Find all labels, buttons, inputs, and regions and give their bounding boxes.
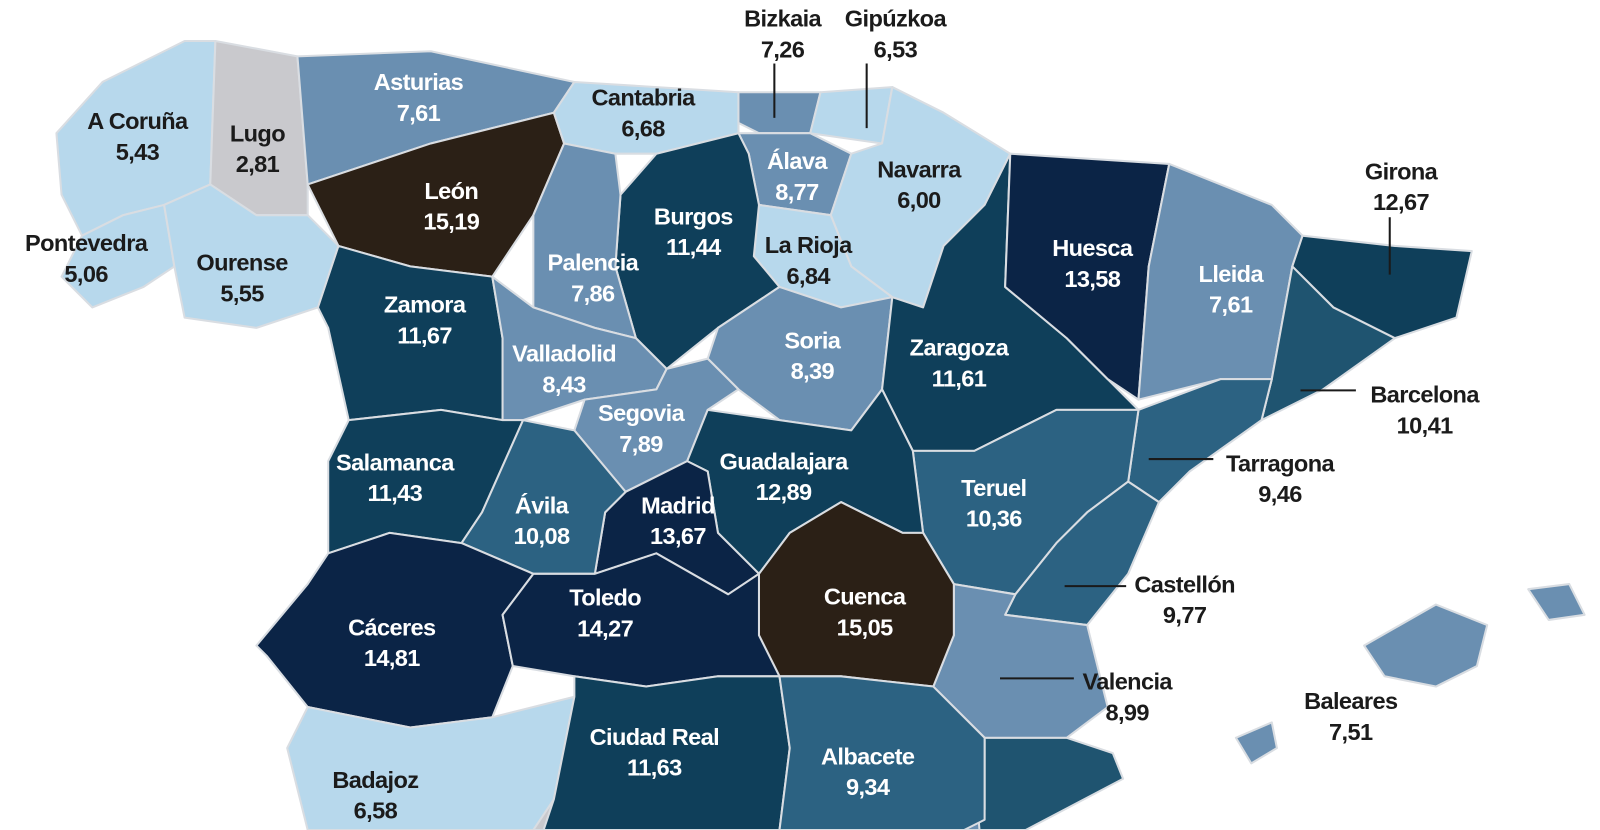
province-name: Zamora [384,292,467,318]
province-name: Teruel [961,475,1026,501]
province-value: 12,89 [756,479,812,505]
province-value: 7,51 [1329,719,1373,745]
province-name: La Rioja [765,232,853,258]
province-value: 2,81 [236,151,280,177]
province-value: 11,44 [666,234,721,260]
province-name: Álava [767,147,828,174]
province-value: 5,43 [116,139,160,165]
province-name: Cáceres [348,614,436,640]
province-name: Valencia [1082,669,1173,695]
province-name: Lleida [1199,261,1265,287]
province-value: 10,41 [1397,412,1453,438]
province-name: Asturias [374,69,464,95]
province-value: 12,67 [1373,189,1429,215]
province-value: 8,39 [791,358,835,384]
province-name: Ourense [196,250,288,276]
province-value: 10,08 [514,523,570,549]
province-value: 9,34 [846,774,890,800]
province-value: 8,43 [542,371,586,397]
leader-lines [773,63,1391,680]
province-name: Albacete [821,743,915,769]
province-shape [737,91,822,135]
province-value: 5,55 [220,280,264,306]
province-value: 6,53 [874,36,918,62]
province-name: Soria [784,327,841,353]
province-value: 7,89 [619,431,663,457]
province-value: 5,06 [64,261,108,287]
province-shape [1527,583,1586,621]
province-name: Guadalajara [719,448,849,474]
province-name: Ávila [515,491,570,518]
province-name: Ciudad Real [590,724,719,750]
province-value: 9,77 [1163,602,1207,628]
province-value: 10,36 [966,506,1022,532]
province-name: Bizkaia [744,6,822,32]
province-name: Girona [1365,158,1439,184]
province-name: Zaragoza [910,335,1010,361]
province-shape [809,86,894,145]
province-value: 9,46 [1258,481,1302,507]
province-name: Madrid [641,492,715,518]
province-shape [1363,603,1489,688]
province-value: 11,67 [397,322,452,348]
province-name: Navarra [877,156,962,182]
province-value: 15,05 [837,614,893,640]
province-name: León [424,178,478,204]
province-name: Toledo [569,585,641,611]
province-shape [778,675,986,830]
province-value: 11,61 [932,365,987,391]
province-value: 6,84 [786,263,830,289]
provinces [55,39,1586,830]
province-name: Barcelona [1370,382,1480,408]
province-value: 7,61 [1209,292,1253,318]
province-name: Cantabria [591,85,696,111]
province-value: 15,19 [423,209,479,235]
province-name: Baleares [1304,688,1398,714]
province-value: 8,77 [775,179,819,205]
province-name: Palencia [547,250,639,276]
province-name: Badajoz [332,767,418,793]
province-value: 14,27 [577,615,633,641]
province-value: 13,58 [1064,266,1120,292]
province-name: Cuenca [824,584,907,610]
province-shape [1234,721,1278,765]
province-name: A Coruña [87,108,189,134]
province-name: Segovia [598,400,686,426]
province-name: Gipúzkoa [845,6,948,32]
province-name: Tarragona [1226,450,1336,476]
province-shape-unlabeled [963,736,1125,830]
province-name: Huesca [1052,235,1134,261]
province-name: Castellón [1134,571,1235,597]
province-value: 6,00 [897,187,941,213]
province-name: Burgos [654,203,733,229]
province-value: 7,26 [761,36,805,62]
province-value: 13,67 [650,523,706,549]
province-value: 7,86 [571,280,615,306]
province-name: Salamanca [336,449,455,475]
province-value: 8,99 [1105,699,1149,725]
province-value: 11,63 [627,755,682,781]
province-value: 6,58 [354,798,398,824]
province-value: 11,43 [368,480,423,506]
province-shape [60,203,176,309]
province-name: Lugo [230,120,285,146]
province-value: 7,61 [397,100,441,126]
province-value: 6,68 [621,115,665,141]
province-shape [542,675,791,830]
province-name: Valladolid [512,341,616,367]
province-name: Pontevedra [25,230,149,256]
labels: A Coruña 5,43 Lugo 2,81 Pontevedra 5,06 Ourens… [25,6,1481,824]
province-value: 14,81 [364,645,420,671]
